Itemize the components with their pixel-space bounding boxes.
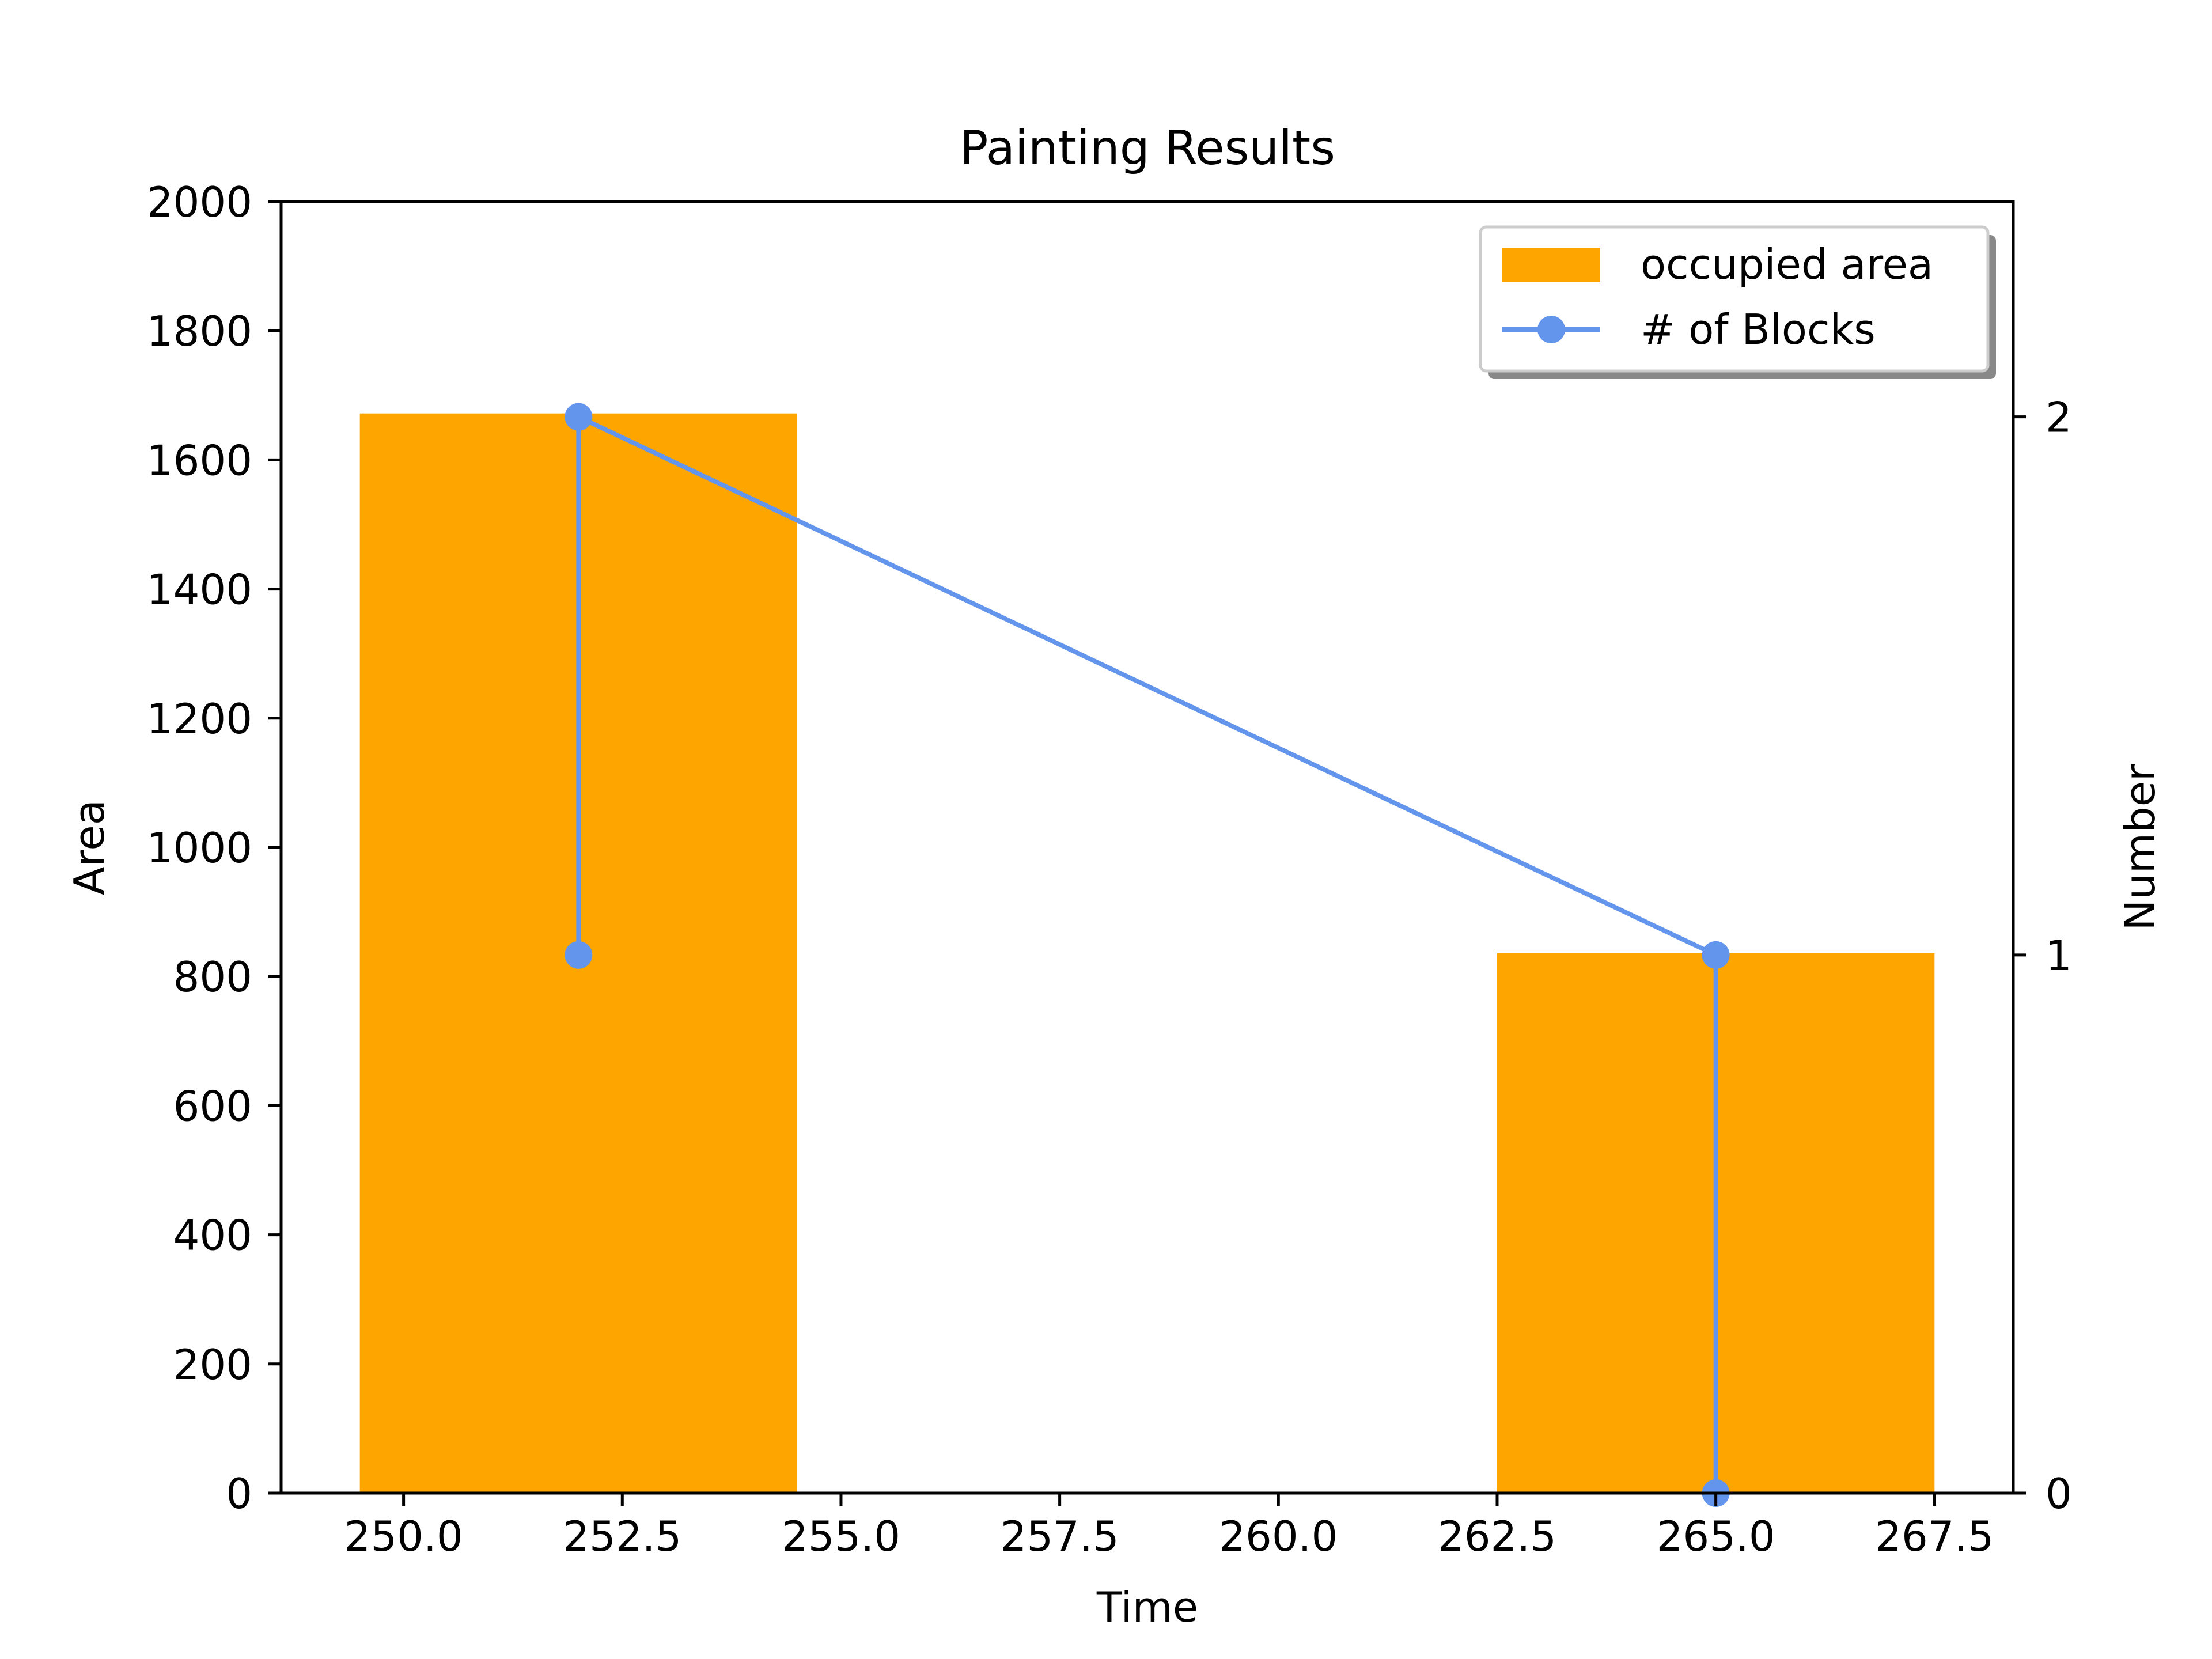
line-series [576,413,1718,1493]
x-tick-label-4: 260.0 [1219,1512,1338,1560]
legend-line-label: # of Blocks [1641,305,1876,354]
legend-line-marker [1537,316,1565,343]
y-tick-label-7: 1400 [147,566,252,614]
y2-axis: 0 1 2 [2013,393,2072,1518]
x-axis: 250.0 252.5 255.0 257.5 260.0 262.5 265.0 267.5 [344,1493,1994,1560]
x-tick-label-1: 252.5 [563,1512,681,1560]
y-tick-label-8: 1600 [147,436,252,484]
y2-tick-label-1: 1 [2046,931,2072,980]
y-tick-label-5: 1000 [147,824,252,872]
y-axis: 0 200 400 600 800 1000 1200 1400 1600 1800 2000 [147,178,281,1518]
x-tick-label-7: 267.5 [1875,1512,1994,1560]
chart-title: Painting Results [960,121,1335,176]
x-tick-label-5: 262.5 [1438,1512,1556,1560]
x-tick-label-2: 255.0 [782,1512,900,1560]
y-tick-label-10: 2000 [147,178,252,226]
y-tick-label-1: 200 [173,1340,252,1389]
y-tick-label-3: 600 [173,1082,252,1130]
legend-box [1479,225,1990,373]
y-axis-label: Area [65,800,113,895]
y-tick-label-9: 1800 [147,307,252,355]
legend-bar-swatch [1502,248,1600,282]
y2-tick-label-0: 0 [2046,1469,2072,1518]
line-layer [565,403,1730,1507]
legend: occupied area # of Blocks [1479,225,1996,379]
y2-axis-label: Number [2116,764,2164,931]
x-tick-label-3: 257.5 [1001,1512,1119,1560]
y-tick-label-4: 800 [173,953,252,1001]
y-tick-label-2: 400 [173,1211,252,1260]
line-marker-1 [565,403,593,431]
x-axis-label: Time [1096,1583,1198,1631]
line-marker-0 [565,941,593,969]
y-tick-label-0: 0 [226,1469,252,1518]
legend-bar-label: occupied area [1641,240,1933,289]
line-marker-2 [1702,941,1730,969]
x-tick-label-0: 250.0 [344,1512,463,1560]
y2-tick-label-2: 2 [2046,393,2072,442]
y-tick-label-6: 1200 [147,695,252,743]
x-tick-label-6: 265.0 [1657,1512,1775,1560]
